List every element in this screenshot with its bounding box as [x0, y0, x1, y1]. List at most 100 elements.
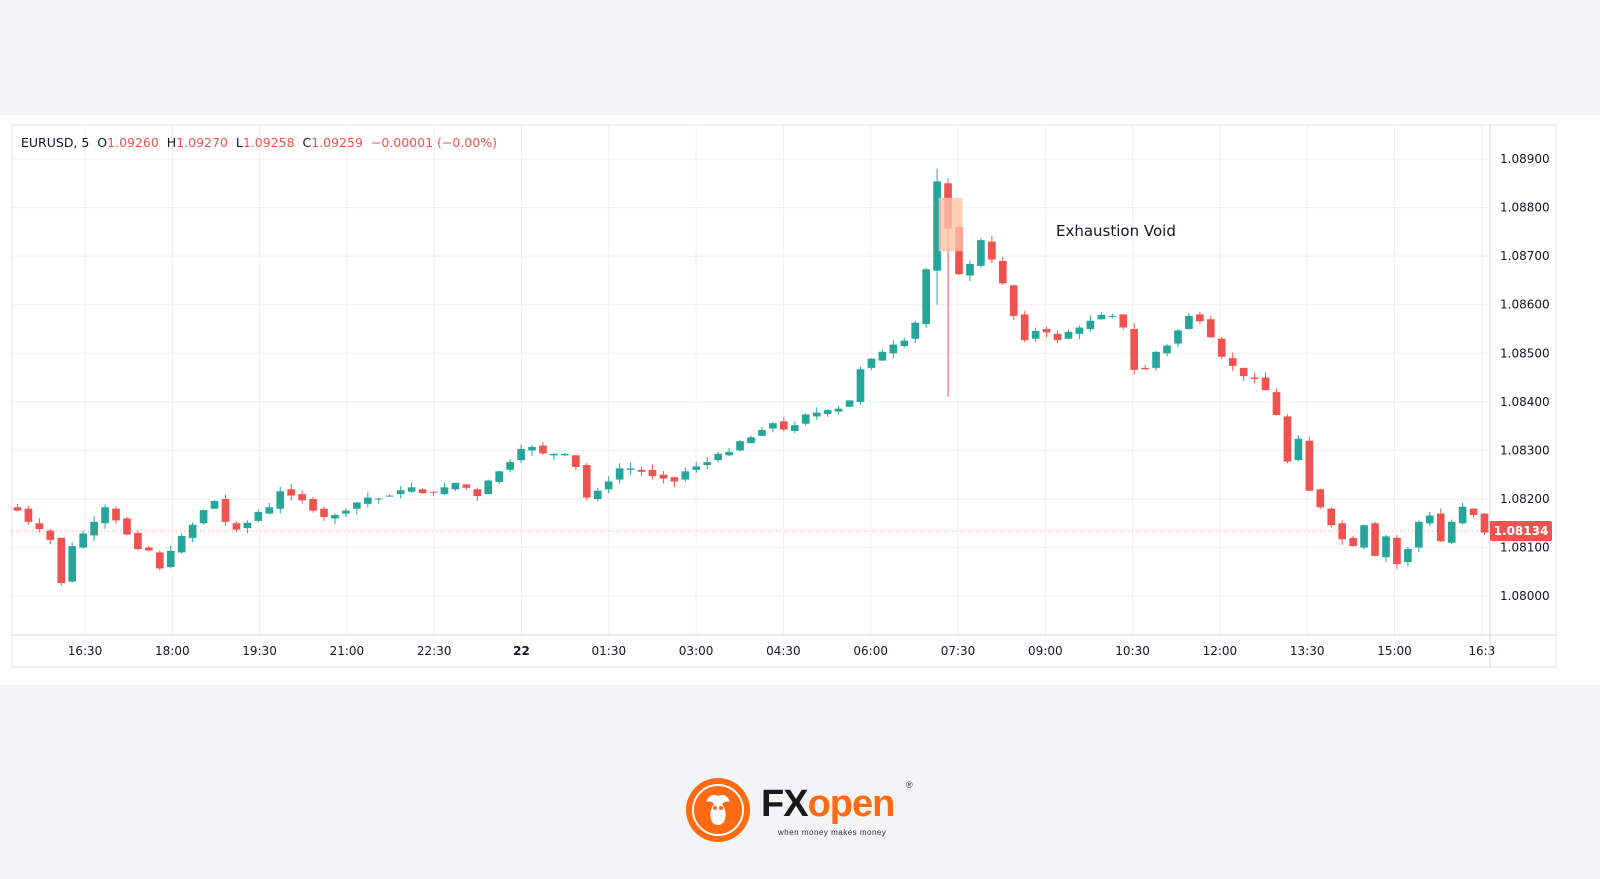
candle-body [867, 358, 876, 368]
candle-body [1305, 440, 1314, 491]
candle-body [998, 261, 1007, 284]
candle-body [878, 351, 887, 361]
candle-body [539, 445, 547, 454]
high-value: 1.09270 [176, 135, 228, 150]
y-tick-label: 1.08500 [1500, 346, 1550, 360]
candle-body [758, 430, 766, 436]
candle-body [747, 437, 755, 444]
exhaustion-void-label: Exhaustion Void [1056, 222, 1176, 240]
candle-body [1261, 377, 1270, 391]
candle-body [57, 537, 66, 584]
candle-body [911, 322, 920, 339]
candle-body [615, 468, 624, 480]
x-tick-label: 04:30 [766, 644, 801, 658]
x-tick-label: 15:00 [1377, 644, 1412, 658]
candle-body [374, 498, 383, 500]
high-label: H [166, 135, 177, 150]
low-label: L [235, 135, 243, 150]
candle-body [626, 468, 635, 470]
candle-body [353, 502, 361, 509]
candle-body [528, 447, 536, 451]
candle-body [24, 508, 33, 522]
candle-body [1458, 506, 1467, 524]
candle-body [1382, 536, 1390, 558]
candle-body [966, 263, 974, 276]
x-tick-label: 10:30 [1115, 644, 1150, 658]
y-tick-label: 1.08600 [1500, 298, 1550, 312]
candle-body [1075, 327, 1084, 334]
candle-body [331, 515, 339, 519]
candle-body [1480, 513, 1489, 533]
candle-body [1196, 314, 1204, 322]
candle-body [287, 489, 296, 496]
exhaustion-void-box [938, 197, 963, 252]
x-tick-label: 03:00 [679, 644, 714, 658]
brand-open: open [807, 783, 896, 825]
candle-body [342, 510, 350, 514]
candle-body [922, 269, 931, 325]
brand-tagline: when money makes money [778, 828, 887, 837]
x-tick-label: 06:00 [853, 644, 888, 658]
close-value: 1.09259 [311, 135, 363, 150]
candle-body [1020, 314, 1029, 341]
candle-body [134, 533, 142, 550]
x-tick-label: 21:00 [330, 644, 365, 658]
candle-body [1206, 319, 1215, 338]
candle-body [889, 344, 898, 354]
candle-body [155, 552, 164, 569]
y-tick-label: 1.08200 [1500, 492, 1550, 506]
x-tick-label: 18:00 [155, 644, 190, 658]
x-tick-label: 09:00 [1028, 644, 1063, 658]
y-tick-label: 1.08400 [1500, 395, 1550, 409]
bull-emblem-icon [686, 778, 750, 842]
candle-body [440, 487, 449, 495]
candle-body [276, 491, 285, 509]
candle-body [407, 487, 416, 492]
candle-body [1425, 515, 1434, 524]
candle-body [1349, 537, 1357, 547]
candle-body [1272, 392, 1281, 415]
candle-body [495, 471, 504, 482]
candle-body [232, 523, 241, 530]
candle-body [593, 490, 602, 499]
candle-body [1185, 315, 1193, 329]
y-tick-label: 1.08700 [1500, 249, 1550, 263]
candle-body [648, 469, 657, 477]
candle-body [1141, 367, 1149, 370]
candle-body [801, 414, 810, 424]
candle-body [933, 181, 941, 271]
price-chart[interactable]: 1.08000 1.08100 1.08200 1.08300 1.08400 1.085… [0, 115, 1600, 685]
candle-body [769, 423, 777, 429]
x-tick-label: 12:00 [1203, 644, 1238, 658]
brand-fx: FX [761, 783, 809, 825]
candle-body [714, 453, 722, 461]
open-label: O [97, 135, 108, 150]
fxopen-logo: FXopen ® when money makes money [686, 778, 926, 848]
candle-body [506, 462, 514, 470]
last-price-value: 1.08134 [1494, 524, 1549, 538]
candle-body [780, 421, 788, 430]
candle-body [1042, 329, 1051, 333]
candle-body [210, 500, 219, 509]
candle-body [1294, 438, 1303, 461]
y-tick-label: 1.08100 [1500, 541, 1550, 555]
candle-body [123, 518, 131, 535]
candle-body [418, 489, 427, 494]
candle-body [1447, 521, 1456, 543]
candle-body [845, 400, 854, 407]
candle-body [736, 441, 744, 451]
candle-body [46, 530, 55, 540]
candle-body [550, 453, 558, 456]
candle-body [1119, 314, 1128, 328]
candle-body [1152, 351, 1160, 368]
candle-body [309, 499, 317, 511]
candle-body [396, 490, 405, 495]
candle-body [517, 448, 525, 461]
candle-body [988, 241, 996, 260]
x-tick-label: 07:30 [941, 644, 976, 658]
chart-panel: 1.08000 1.08100 1.08200 1.08300 1.08400 1.085… [0, 115, 1600, 685]
candle-body [1283, 416, 1292, 462]
symbol-label: EURUSD, 5 [21, 135, 90, 150]
candle-body [977, 240, 985, 266]
candle-body [473, 489, 482, 497]
